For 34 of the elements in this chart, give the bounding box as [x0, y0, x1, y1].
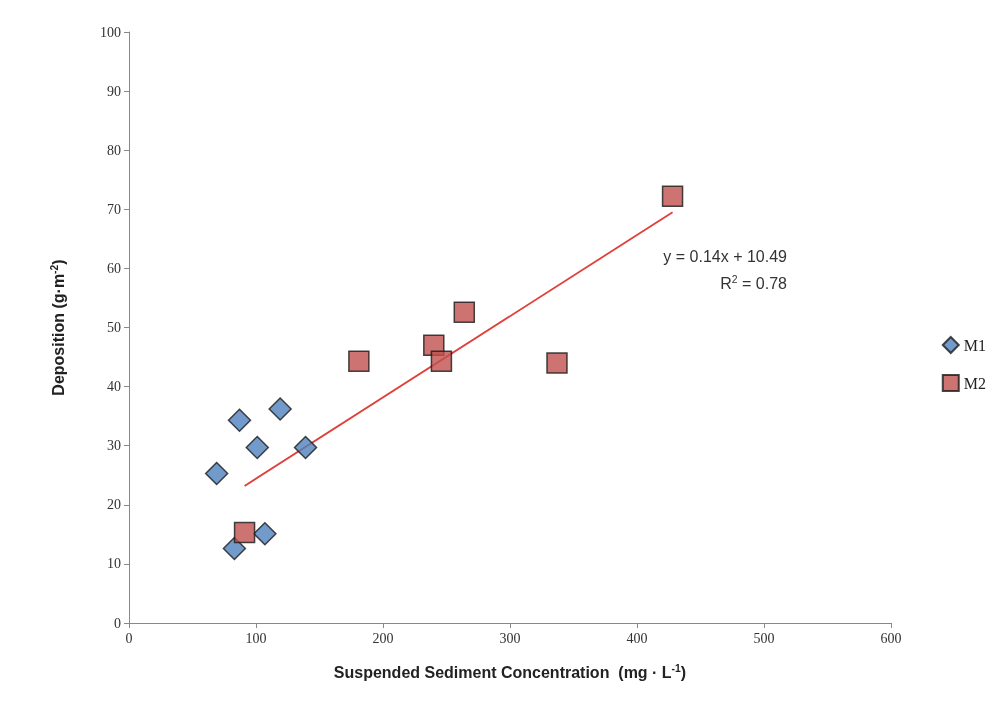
annotation: y = 0.14x + 10.49	[663, 247, 788, 265]
y-tick-label: 60	[107, 260, 121, 276]
y-tick-label: 20	[107, 497, 121, 513]
point	[245, 435, 270, 460]
point	[293, 435, 318, 460]
y-tick-label: 50	[107, 320, 121, 335]
point	[430, 350, 453, 372]
point	[348, 350, 370, 372]
point	[453, 301, 476, 323]
x-tick-label: 200	[372, 630, 394, 646]
y-tick-label: 70	[107, 201, 121, 217]
point	[222, 536, 247, 561]
x-tick-label: 400	[626, 630, 648, 646]
x-tick-label: 100	[245, 630, 267, 646]
y-tick-label: 0	[114, 615, 121, 631]
y-tick-label: 40	[107, 379, 121, 395]
x-tick-label: 600	[880, 630, 902, 646]
legend-label: M2	[963, 374, 987, 392]
y-tick-label: 100	[100, 24, 121, 40]
point	[233, 521, 256, 544]
x-tick-label: 0	[125, 630, 133, 646]
point	[253, 522, 277, 546]
point	[661, 185, 684, 208]
x-tick-label: 300	[499, 630, 521, 646]
x-tick-label: 500	[753, 630, 775, 646]
y-tick-label: 90	[107, 83, 121, 99]
point	[546, 352, 568, 374]
y-tick-label: 10	[107, 556, 121, 572]
point	[204, 461, 229, 486]
point	[227, 408, 252, 433]
legend-label: M1	[963, 336, 987, 354]
y-tick-label: 30	[107, 438, 121, 454]
point	[268, 397, 292, 421]
y-tick-label: 80	[107, 142, 121, 158]
